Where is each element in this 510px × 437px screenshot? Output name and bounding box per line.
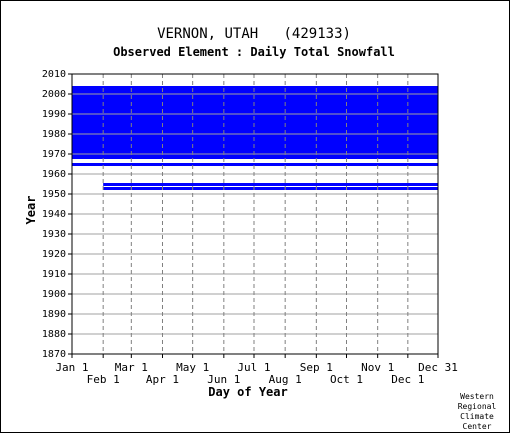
y-tick-label: 1920 [42, 249, 66, 260]
y-axis-label: Year [24, 196, 38, 225]
x-tick-label: Sep 1 [300, 361, 333, 374]
credit-line: Regional [458, 402, 497, 411]
y-tick-label: 1950 [42, 189, 66, 200]
data-segment [103, 187, 439, 190]
y-tick-label: 1980 [42, 129, 66, 140]
x-tick-label: Apr 1 [146, 373, 179, 386]
credit-line: Western [460, 392, 494, 401]
y-tick-label: 1930 [42, 229, 66, 240]
x-tick-label: Jan 1 [55, 361, 88, 374]
chart-title: VERNON, UTAH (429133) [157, 26, 351, 42]
x-tick-label: Jun 1 [207, 373, 240, 386]
x-tick-label: May 1 [176, 361, 209, 374]
y-tick-label: 1960 [42, 169, 66, 180]
y-tick-label: 1870 [42, 349, 66, 360]
data-gap [72, 159, 438, 163]
y-tick-label: 2000 [42, 89, 66, 100]
x-tick-label: Aug 1 [269, 373, 302, 386]
x-tick-label: Feb 1 [87, 373, 120, 386]
y-tick-label: 2010 [42, 69, 66, 80]
x-tick-label: Mar 1 [115, 361, 148, 374]
y-tick-label: 1890 [42, 309, 66, 320]
credit-line: Center [463, 422, 492, 431]
y-tick-label: 1970 [42, 149, 66, 160]
y-tick-label: 1900 [42, 289, 66, 300]
x-tick-label: Dec 1 [391, 373, 424, 386]
y-tick-label: 1940 [42, 209, 66, 220]
data-segment [103, 183, 439, 186]
x-tick-label: Jul 1 [237, 361, 270, 374]
x-axis: Jan 1 Mar 1 May 1 Jul 1 Sep 1 Nov 1 Dec 31 Feb … [55, 354, 458, 386]
grid-layer [72, 74, 438, 354]
x-tick-label: Dec 31 [418, 361, 458, 374]
data-block [72, 86, 438, 166]
data-layer [72, 86, 439, 190]
credit-block: Western Regional Climate Center [458, 392, 497, 431]
x-axis-label: Day of Year [208, 385, 287, 399]
y-tick-label: 1880 [42, 329, 66, 340]
x-tick-label: Oct 1 [330, 373, 363, 386]
credit-line: Climate [460, 412, 494, 421]
y-tick-label: 1910 [42, 269, 66, 280]
chart-subtitle: Observed Element : Daily Total Snowfall [113, 45, 395, 59]
x-tick-label: Nov 1 [361, 361, 394, 374]
y-axis: 2010 2000 1990 1980 1970 1960 1950 1940 1930 1920… [42, 69, 72, 360]
y-tick-label: 1990 [42, 109, 66, 120]
